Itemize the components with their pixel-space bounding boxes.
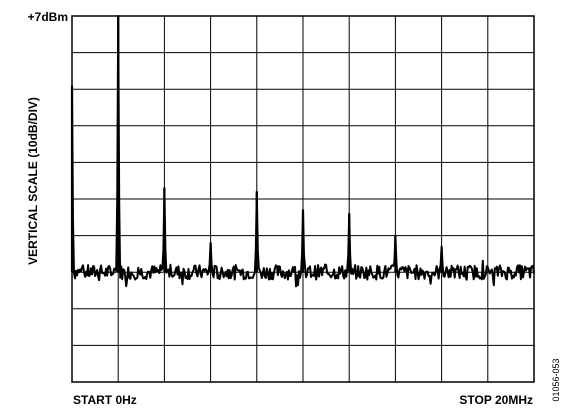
top-scale-label: +7dBm [28,10,68,24]
x-start-label: START 0Hz [73,393,137,407]
figure-id: 01056-053 [551,358,561,401]
grid [72,16,534,382]
y-axis-label: VERTICAL SCALE (10dB/DIV) [26,97,40,265]
x-stop-label: STOP 20MHz [459,393,533,407]
spike-markers [70,16,443,273]
